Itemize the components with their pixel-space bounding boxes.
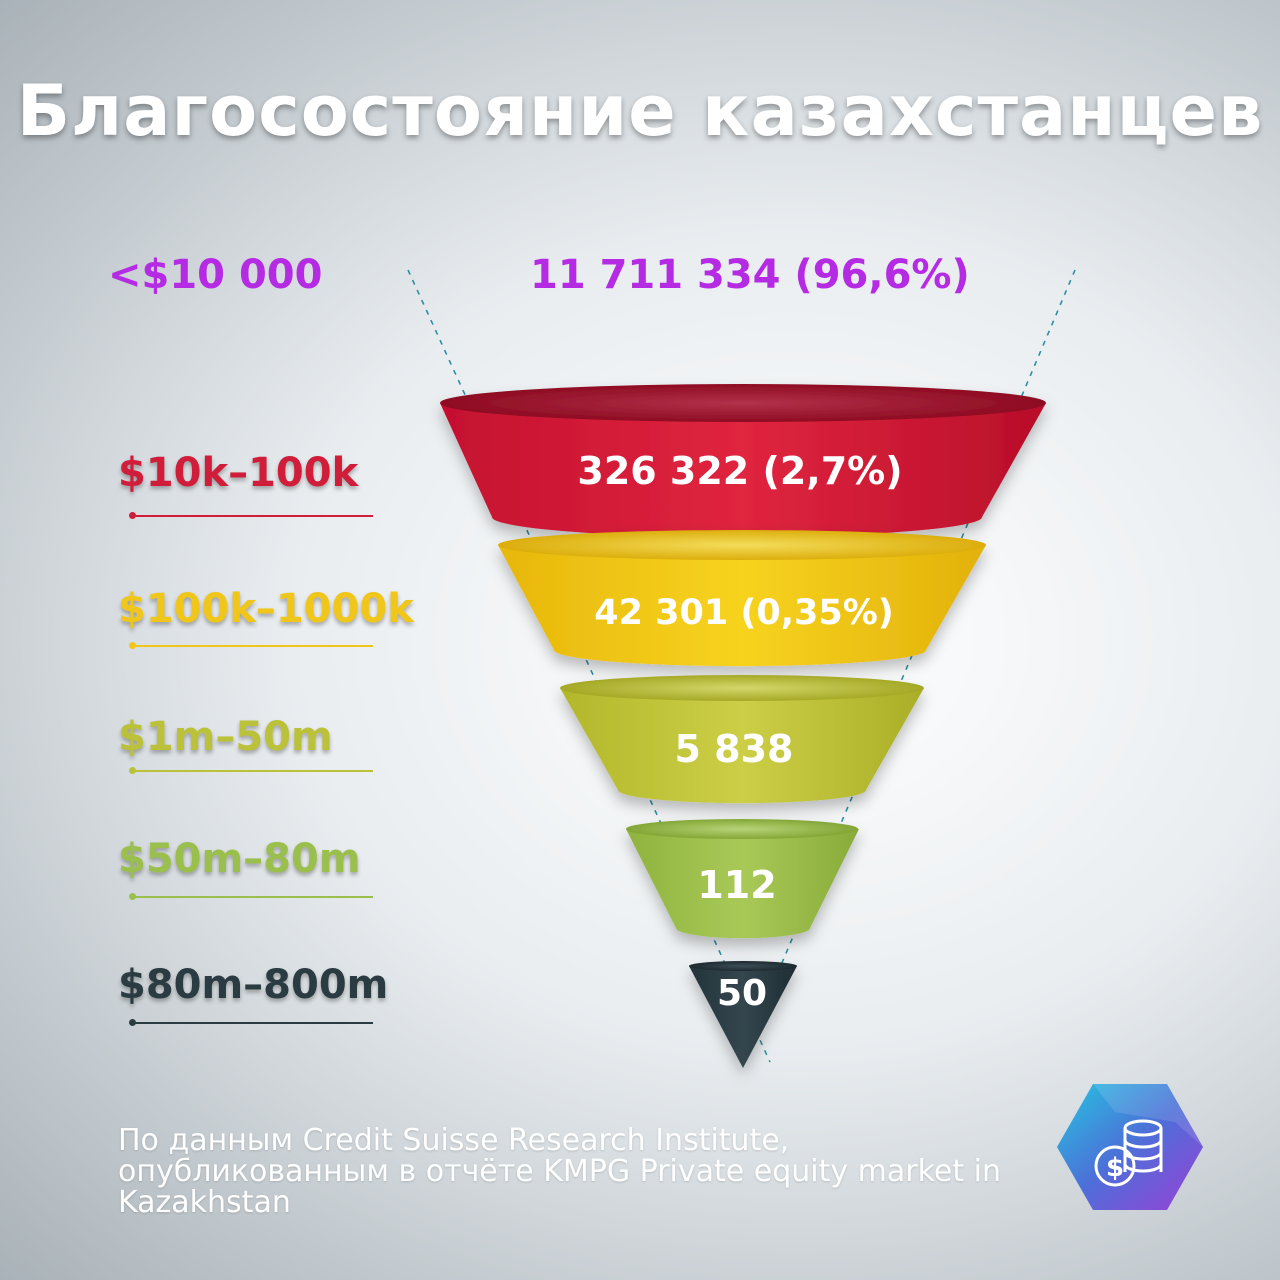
tier-underline-2 <box>129 642 373 649</box>
funnel-tier-1 <box>440 384 1046 537</box>
tier-underline-1 <box>129 512 373 519</box>
tier-value-2: 42 301 (0,35%) <box>594 593 894 633</box>
funnel-tier-3 <box>560 675 924 804</box>
tier-label-3: $1m–50m <box>118 714 333 760</box>
funnel-tier-5 <box>689 961 797 1068</box>
funnel-tier-2 <box>498 530 986 667</box>
coins-dollar-icon: $ <box>1057 1084 1203 1210</box>
tier-label-4: $50m–80m <box>118 836 361 882</box>
source-note: По данным Credit Suisse Research Institu… <box>118 1123 1002 1220</box>
tier-label-2: $100k–1000k <box>118 586 414 632</box>
tier-value-4: 112 <box>697 863 776 907</box>
tier-value-1: 326 322 (2,7%) <box>577 449 902 493</box>
tier-value-5: 50 <box>717 973 767 1014</box>
funnel-tier-4 <box>626 819 859 939</box>
tier-label-5: $80m–800m <box>118 962 389 1008</box>
tier-value-0: 11 711 334 (96,6%) <box>530 252 970 298</box>
page-title: Благосостояние казахстанцев <box>16 70 1264 152</box>
tier-value-3: 5 838 <box>675 727 794 771</box>
tier-label-1: $10k–100k <box>118 450 359 496</box>
tier-label-0: <$10 000 <box>108 252 323 298</box>
tier-underline-5 <box>129 1019 373 1026</box>
tier-underline-3 <box>129 767 373 774</box>
tier-underline-4 <box>129 893 373 900</box>
svg-text:$: $ <box>1106 1153 1124 1183</box>
